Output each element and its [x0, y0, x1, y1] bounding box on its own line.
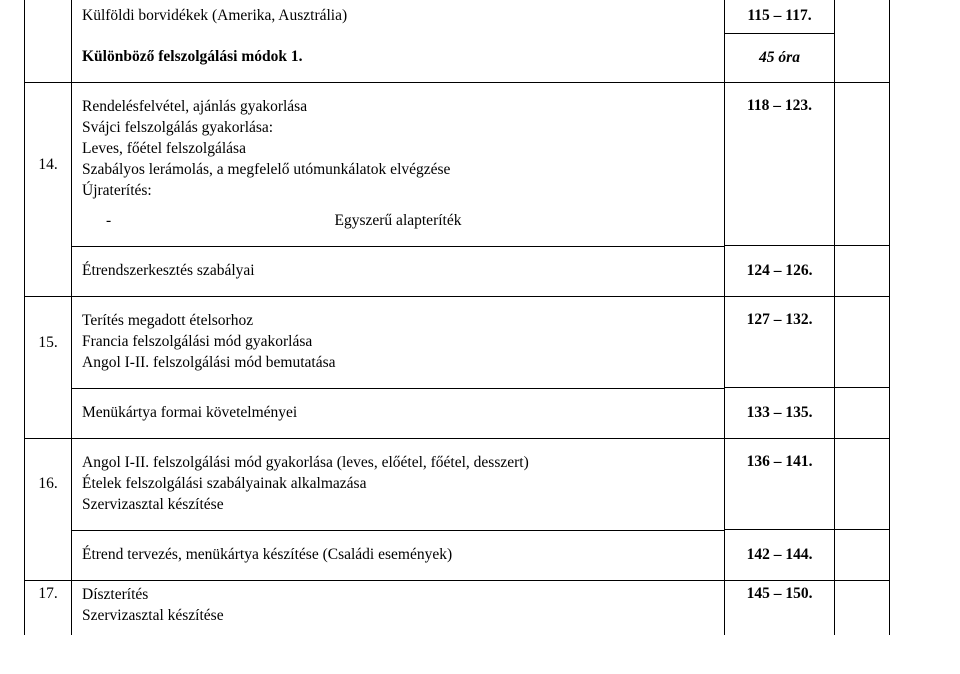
row-number-cell: 15.: [24, 297, 72, 388]
table-row: 15. Terítés megadott ételsorhoz Francia …: [24, 297, 890, 388]
row-number-cell: [24, 530, 72, 581]
text-line: Leves, főétel felszolgálása: [82, 139, 714, 160]
text-line: Terítés megadott ételsorhoz: [82, 311, 714, 332]
hours-cell: 142 – 144.: [725, 530, 835, 581]
hours-cell: 124 – 126.: [725, 246, 835, 297]
text-line: Angol I-II. felszolgálási mód bemutatása: [82, 353, 714, 374]
list-dash: -: [82, 211, 152, 232]
row-number-cell: [24, 33, 72, 83]
row-number: 17.: [38, 585, 57, 603]
table-row: 14. Rendelésfelvétel, ajánlás gyakorlása…: [24, 83, 890, 247]
end-cell: [835, 0, 890, 33]
text-line: Külföldi borvidékek (Amerika, Ausztrália…: [82, 6, 714, 27]
row-number-cell: [24, 246, 72, 297]
text-line: Étrendszerkesztés szabályai: [82, 261, 714, 282]
end-cell: [835, 388, 890, 439]
heading-line: Különböző felszolgálási módok 1.: [82, 39, 714, 68]
hours-cell: 145 – 150.: [725, 581, 835, 635]
text-line: Angol I-II. felszolgálási mód gyakorlása…: [82, 453, 714, 474]
end-cell: [835, 33, 890, 83]
text-line: Svájci felszolgálás gyakorlása:: [82, 118, 714, 139]
table-row: Étrendszerkesztés szabályai 124 – 126.: [24, 246, 890, 297]
hours-text: 145 – 150.: [747, 585, 813, 603]
text-line: Francia felszolgálási mód gyakorlása: [82, 332, 714, 353]
row-number-cell: 16.: [24, 439, 72, 530]
text-line: Szervizasztal készítése: [82, 495, 714, 516]
row-number-cell: [24, 0, 72, 33]
hours-cell: 45 óra: [725, 33, 835, 83]
end-cell: [835, 581, 890, 635]
end-cell: [835, 297, 890, 388]
text-line: Rendelésfelvétel, ajánlás gyakorlása: [82, 97, 714, 118]
row-number-cell: 17.: [24, 581, 72, 635]
content-cell: Étrendszerkesztés szabályai: [72, 246, 725, 297]
hours-text: 118 – 123.: [747, 97, 812, 115]
text-line: Szabályos lerámolás, a megfelelő utómunk…: [82, 160, 714, 181]
text-line: Ételek felszolgálási szabályainak alkalm…: [82, 474, 714, 495]
hours-text: 45 óra: [759, 49, 800, 67]
content-cell: Étrend tervezés, menükártya készítése (C…: [72, 530, 725, 581]
content-cell: Menükártya formai követelményei: [72, 388, 725, 439]
hours-text: 136 – 141.: [747, 453, 813, 471]
text-line: Díszterítés: [82, 585, 714, 606]
table-row: 17. Díszterítés Szervizasztal készítése …: [24, 581, 890, 635]
text-line: Újraterítés:: [82, 181, 714, 202]
hours-cell: 115 – 117.: [725, 0, 835, 33]
hours-text: 124 – 126.: [747, 262, 813, 280]
hours-cell: 118 – 123.: [725, 83, 835, 247]
page: Külföldi borvidékek (Amerika, Ausztrália…: [0, 0, 960, 635]
hours-cell: 136 – 141.: [725, 439, 835, 530]
row-number-cell: 14.: [24, 83, 72, 247]
text-line: Egyszerű alapteríték: [152, 211, 714, 232]
content-cell: Külföldi borvidékek (Amerika, Ausztrália…: [72, 0, 725, 33]
end-cell: [835, 439, 890, 530]
content-cell: Rendelésfelvétel, ajánlás gyakorlása Svá…: [72, 83, 725, 247]
end-cell: [835, 530, 890, 581]
end-cell: [835, 246, 890, 297]
content-cell: Terítés megadott ételsorhoz Francia fels…: [72, 297, 725, 388]
hours-text: 115 – 117.: [747, 7, 811, 25]
content-cell: Díszterítés Szervizasztal készítése: [72, 581, 725, 635]
hours-text: 127 – 132.: [747, 311, 813, 329]
table-row: 16. Angol I-II. felszolgálási mód gyakor…: [24, 439, 890, 530]
row-number: 16.: [38, 475, 57, 493]
text-line: Étrend tervezés, menükártya készítése (C…: [82, 545, 714, 566]
table-row: Különböző felszolgálási módok 1. 45 óra: [24, 33, 890, 83]
text-line: Szervizasztal készítése: [82, 606, 714, 627]
hours-cell: 127 – 132.: [725, 297, 835, 388]
text-line: Menükártya formai követelményei: [82, 403, 714, 424]
hours-text: 133 – 135.: [747, 404, 813, 422]
table-row: Külföldi borvidékek (Amerika, Ausztrália…: [24, 0, 890, 33]
row-number-cell: [24, 388, 72, 439]
content-cell: Angol I-II. felszolgálási mód gyakorlása…: [72, 439, 725, 530]
table-row: Étrend tervezés, menükártya készítése (C…: [24, 530, 890, 581]
row-number: 14.: [38, 156, 57, 174]
hours-text: 142 – 144.: [747, 546, 813, 564]
row-number: 15.: [38, 334, 57, 352]
end-cell: [835, 83, 890, 247]
hours-cell: 133 – 135.: [725, 388, 835, 439]
content-cell: Különböző felszolgálási módok 1.: [72, 33, 725, 83]
table-row: Menükártya formai követelményei 133 – 13…: [24, 388, 890, 439]
